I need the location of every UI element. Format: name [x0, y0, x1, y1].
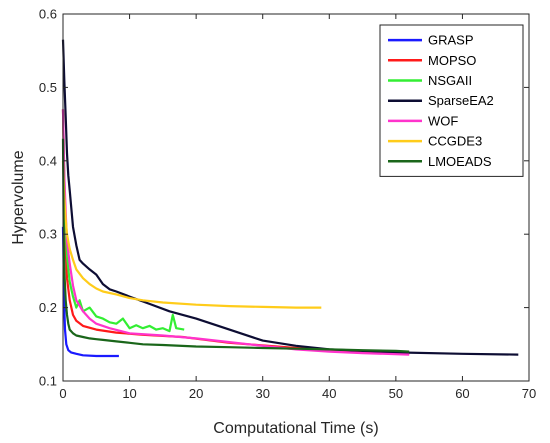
y-tick-label: 0.6 — [39, 7, 57, 22]
x-tick-label: 40 — [322, 386, 336, 401]
y-axis-title: Hypervolume — [10, 150, 27, 244]
series-line-grasp — [61, 226, 119, 358]
legend-label-mopso: MOPSO — [428, 53, 476, 68]
legend-label-sparseea2: SparseEA2 — [428, 93, 494, 108]
legend: GRASP MOPSO NSGAII SparseEA2 WOF CCGDE3 LMOEAD… — [379, 24, 524, 177]
legend-label-lmoeads: LMOEADS — [428, 154, 492, 169]
y-tick-label: 0.2 — [39, 300, 57, 315]
y-tick-label: 0.4 — [39, 153, 57, 168]
series-line-ccgde3 — [61, 160, 322, 309]
series-layer — [61, 39, 519, 358]
x-tick-label: 70 — [522, 386, 536, 401]
y-tick-label: 0.5 — [39, 80, 57, 95]
legend-label-ccgde3: CCGDE3 — [428, 134, 482, 149]
plot-frame — [62, 13, 530, 382]
y-tick-label: 0.1 — [39, 374, 57, 389]
legend-label-wof: WOF — [428, 113, 458, 128]
x-tick-label: 60 — [455, 386, 469, 401]
x-tick-label: 0 — [59, 386, 66, 401]
series-line-lmoeads — [61, 138, 410, 353]
series-line-sparseea2 — [61, 39, 519, 356]
x-tick-label: 50 — [389, 386, 403, 401]
x-axis-title: Computational Time (s) — [213, 420, 378, 437]
x-tick-label: 10 — [122, 386, 136, 401]
series-line-nsgaii — [61, 109, 185, 333]
x-tick-label: 30 — [255, 386, 269, 401]
y-tick-label: 0.3 — [39, 227, 57, 242]
y-axis-ticks: 0.1 0.2 0.3 0.4 0.5 0.6 — [39, 7, 529, 389]
legend-label-nsgaii: NSGAII — [428, 73, 472, 88]
x-axis-ticks: 0 10 20 30 40 50 60 70 — [59, 14, 536, 401]
legend-label-grasp: GRASP — [428, 33, 474, 48]
x-tick-label: 20 — [189, 386, 203, 401]
